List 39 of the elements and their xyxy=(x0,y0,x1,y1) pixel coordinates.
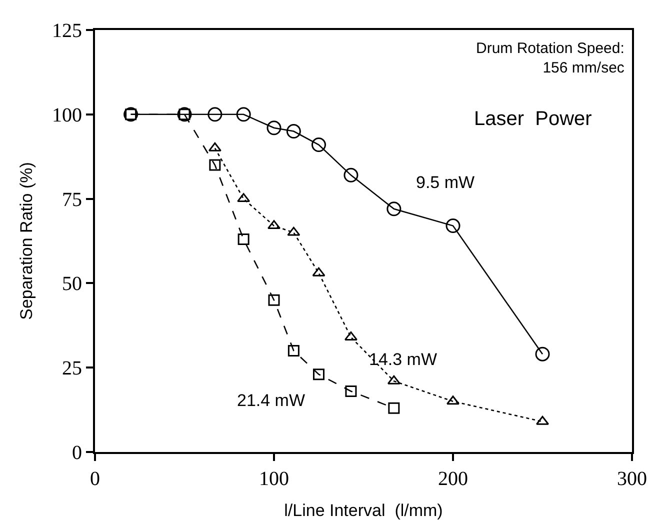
y-tick-label: 25 xyxy=(62,358,82,380)
y-tick-label: 100 xyxy=(52,104,82,126)
point xyxy=(208,107,222,122)
point xyxy=(208,142,222,152)
x-tick-label: 0 xyxy=(90,468,100,490)
point xyxy=(287,226,300,236)
point xyxy=(313,368,324,380)
point xyxy=(288,344,300,356)
x-tick-label: 300 xyxy=(617,468,647,490)
series-label: 21.4 mW xyxy=(237,391,306,410)
point xyxy=(312,267,326,276)
point xyxy=(386,202,402,216)
y-tick-label: 0 xyxy=(72,442,82,464)
y-tick-label: 125 xyxy=(52,20,82,42)
annotation: Drum Rotation Speed: 156 mm/sec xyxy=(476,40,625,76)
point xyxy=(344,168,358,182)
point xyxy=(344,331,358,340)
series-label: 9.5 mW xyxy=(416,173,475,192)
point xyxy=(345,385,357,397)
x-axis-title: l/Line Interval (l/mm) xyxy=(284,500,443,520)
point xyxy=(387,375,400,384)
point xyxy=(312,138,326,152)
y-axis-title: Separation Ratio (%) xyxy=(17,162,36,320)
x-tick-label: 200 xyxy=(438,468,468,490)
point xyxy=(286,124,301,139)
point xyxy=(236,107,251,122)
point xyxy=(237,193,250,202)
x-tick-label: 100 xyxy=(259,468,289,490)
point xyxy=(268,294,280,306)
annotation: Laser Power xyxy=(474,108,592,130)
point xyxy=(535,346,550,362)
point xyxy=(209,159,221,171)
y-tick-label: 75 xyxy=(62,188,82,211)
point xyxy=(388,402,400,414)
point xyxy=(446,218,460,234)
point xyxy=(266,120,282,136)
point xyxy=(238,234,250,246)
y-tick-label: 50 xyxy=(62,273,82,296)
series-label: 14.3 mW xyxy=(369,350,438,369)
